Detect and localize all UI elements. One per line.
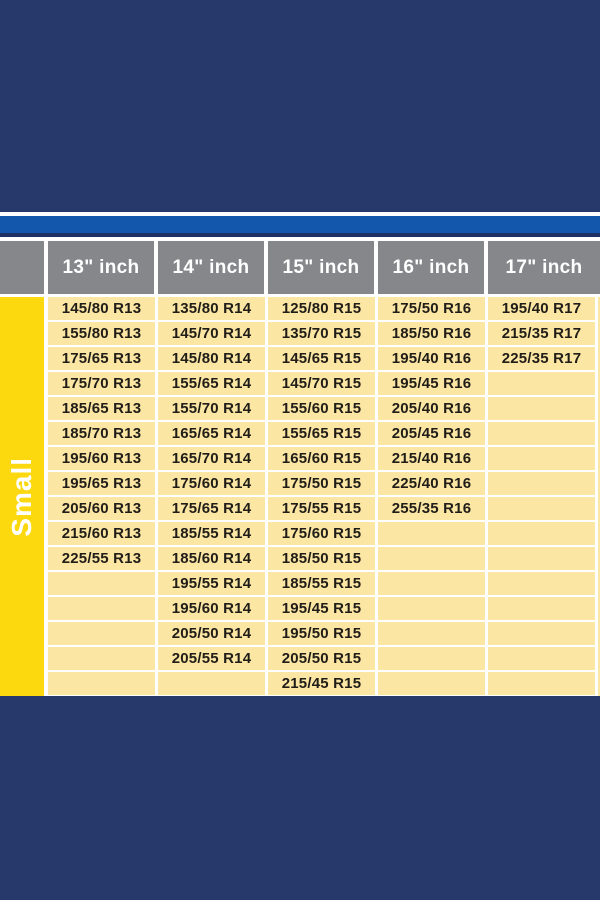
column-header-14-inch: 14" inch [158,241,264,294]
empty-cell [488,672,598,696]
empty-cell [378,522,488,547]
empty-cell [48,672,158,696]
tire-size-cell: 125/80 R15 [268,297,378,322]
tire-size-cell: 205/50 R14 [158,622,268,647]
tire-size-cell: 155/65 R14 [158,372,268,397]
empty-cell [488,622,598,647]
tire-size-cell: 205/45 R16 [378,422,488,447]
tire-size-cell: 205/55 R14 [158,647,268,672]
tire-size-cell: 215/35 R17 [488,322,598,347]
tire-size-cell: 145/80 R14 [158,347,268,372]
tire-size-cell: 175/70 R13 [48,372,158,397]
tire-size-cell: 225/35 R17 [488,347,598,372]
column-header-17-inch: 17" inch [488,241,600,294]
tire-size-cell: 185/50 R15 [268,547,378,572]
tire-size-cell: 215/40 R16 [378,447,488,472]
empty-cell [48,622,158,647]
tire-size-cell: 205/50 R15 [268,647,378,672]
empty-cell [488,372,598,397]
empty-cell [488,547,598,572]
empty-cell [158,672,268,696]
tire-size-cell: 175/60 R14 [158,472,268,497]
empty-cell [378,672,488,696]
empty-cell [48,572,158,597]
column-header-15-inch: 15" inch [268,241,374,294]
tire-size-cell: 165/70 R14 [158,447,268,472]
tire-size-cell: 185/50 R16 [378,322,488,347]
tire-size-cell: 165/60 R15 [268,447,378,472]
tire-size-cell: 165/65 R14 [158,422,268,447]
tire-size-cell: 175/50 R16 [378,297,488,322]
accent-divider-line [0,237,600,241]
empty-cell [488,647,598,672]
tire-size-cell: 195/50 R15 [268,622,378,647]
tire-size-cell: 175/50 R15 [268,472,378,497]
column-header-13-inch: 13" inch [48,241,154,294]
empty-cell [378,547,488,572]
tire-size-cell: 145/65 R15 [268,347,378,372]
tire-size-cell: 255/35 R16 [378,497,488,522]
tire-size-cell: 145/70 R15 [268,372,378,397]
tire-size-cell: 145/70 R14 [158,322,268,347]
empty-cell [488,397,598,422]
empty-cell [48,647,158,672]
tire-size-cell: 195/40 R17 [488,297,598,322]
tire-size-cell: 175/65 R13 [48,347,158,372]
tire-size-cell: 175/65 R14 [158,497,268,522]
empty-cell [488,497,598,522]
top-divider-line [0,212,600,216]
tire-size-cell: 185/55 R15 [268,572,378,597]
tire-size-cell: 185/65 R13 [48,397,158,422]
tire-size-cell: 145/80 R13 [48,297,158,322]
tire-size-cell: 155/80 R13 [48,322,158,347]
tire-size-cell: 185/60 R14 [158,547,268,572]
tire-size-cell: 195/60 R14 [158,597,268,622]
tire-size-cell: 195/55 R14 [158,572,268,597]
empty-cell [378,647,488,672]
tire-size-cell: 195/40 R16 [378,347,488,372]
tire-size-cell: 135/70 R15 [268,322,378,347]
empty-cell [378,622,488,647]
empty-cell [488,447,598,472]
tire-size-cell: 195/65 R13 [48,472,158,497]
empty-cell [488,422,598,447]
empty-cell [48,597,158,622]
table-header-row: 13" inch 14" inch 15" inch 16" inch 17" inch [0,241,600,297]
empty-cell [488,472,598,497]
tire-size-cell: 205/40 R16 [378,397,488,422]
tire-size-cell: 225/40 R16 [378,472,488,497]
tire-size-cell: 175/55 R15 [268,497,378,522]
empty-cell [378,572,488,597]
tire-size-cell: 175/60 R15 [268,522,378,547]
empty-cell [488,522,598,547]
tire-size-cell: 185/55 R14 [158,522,268,547]
column-header-16-inch: 16" inch [378,241,484,294]
empty-cell [488,572,598,597]
tire-size-cell: 195/45 R16 [378,372,488,397]
empty-cell [488,597,598,622]
tire-size-cell: 155/65 R15 [268,422,378,447]
tire-size-cell: 215/60 R13 [48,522,158,547]
tire-size-cell: 185/70 R13 [48,422,158,447]
accent-bar [0,216,600,237]
tire-size-cell: 135/80 R14 [158,297,268,322]
tire-size-cell: 195/60 R13 [48,447,158,472]
table-corner-cell [0,241,44,294]
tire-size-cell: 215/45 R15 [268,672,378,696]
tire-size-cell: 225/55 R13 [48,547,158,572]
tire-size-cell: 205/60 R13 [48,497,158,522]
empty-cell [378,597,488,622]
row-group-label-text: Small [6,456,37,537]
tire-size-cell: 195/45 R15 [268,597,378,622]
tire-size-cell: 155/70 R14 [158,397,268,422]
row-group-label-small: Small [0,297,48,696]
table-body: 145/80 R13 135/80 R14 125/80 R15 175/50 R16… [48,297,600,696]
tire-size-cell: 155/60 R15 [268,397,378,422]
